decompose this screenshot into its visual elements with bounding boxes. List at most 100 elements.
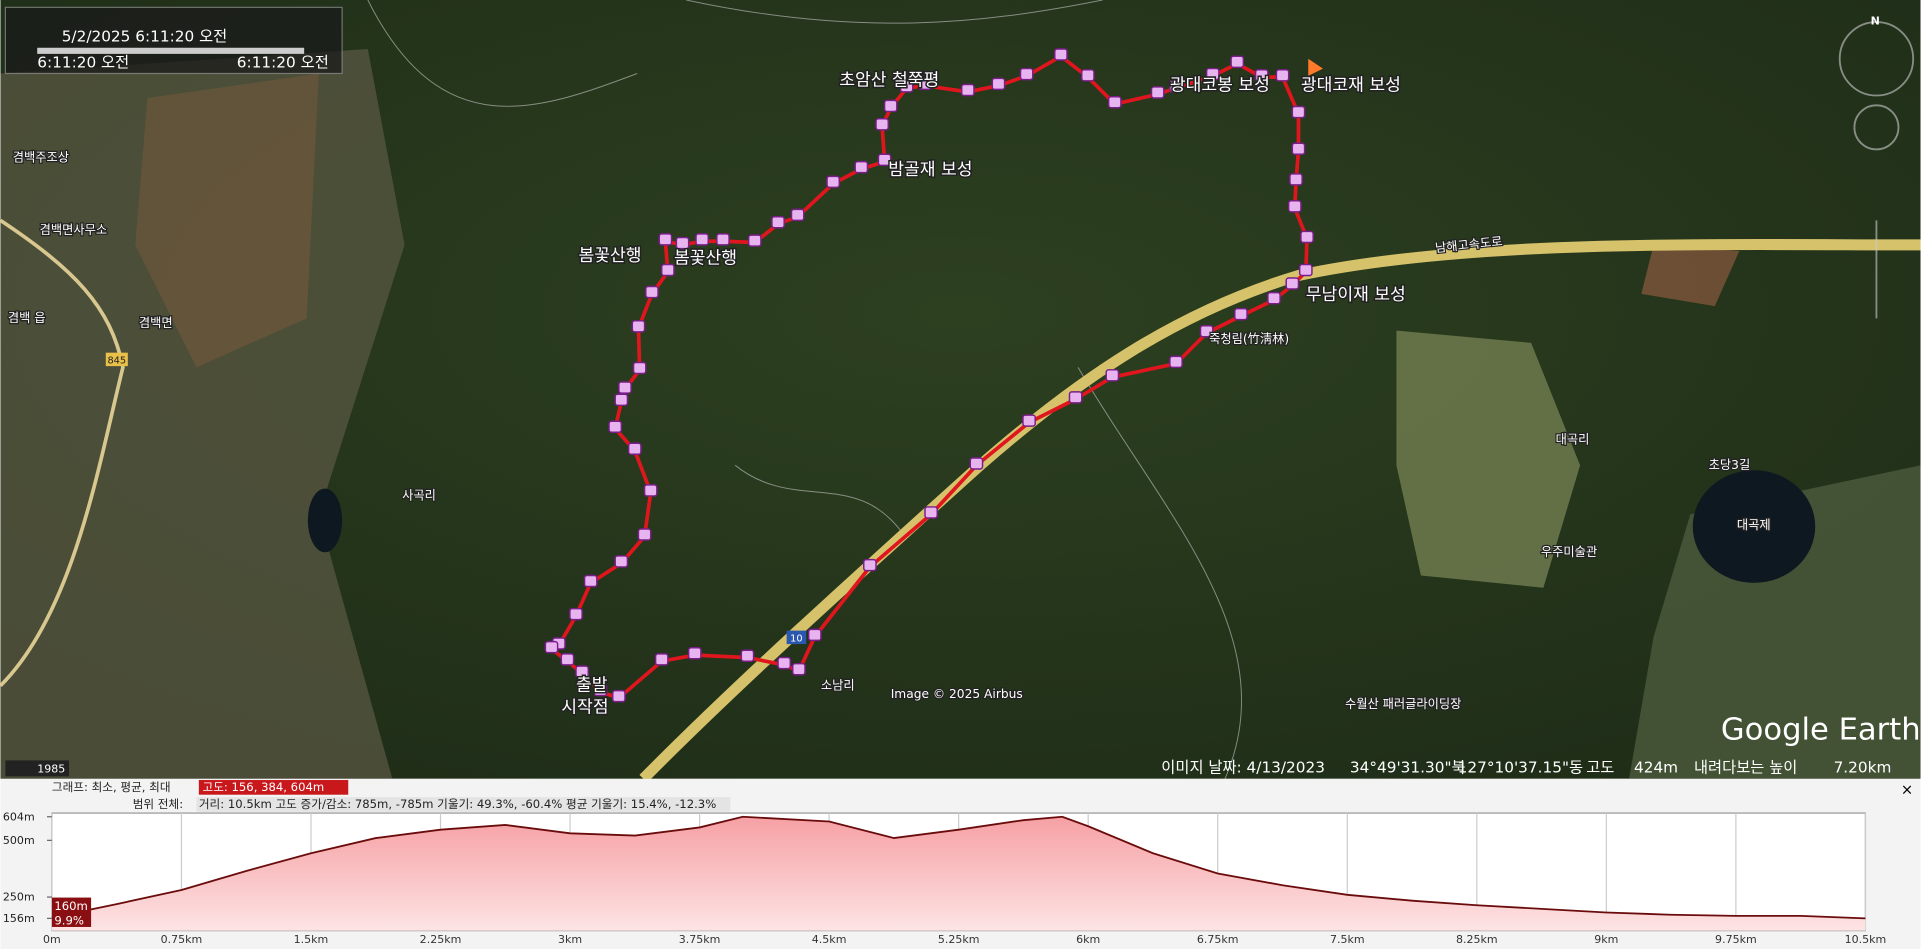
waypoint[interactable] xyxy=(924,506,938,519)
compass[interactable] xyxy=(1838,21,1915,97)
road-sign xyxy=(105,352,128,367)
waypoint[interactable] xyxy=(826,175,841,189)
waypoint[interactable] xyxy=(608,420,623,433)
waypoint[interactable] xyxy=(1105,369,1120,382)
waypoint[interactable] xyxy=(575,665,589,678)
waypoint[interactable] xyxy=(1054,48,1068,61)
waypoint[interactable] xyxy=(960,83,975,97)
road xyxy=(0,218,125,688)
waypoint[interactable] xyxy=(716,233,730,246)
x-tick-label: 0m xyxy=(43,933,61,946)
waypoint[interactable] xyxy=(1291,105,1306,119)
close-button[interactable]: × xyxy=(1901,782,1913,799)
waypoint[interactable] xyxy=(883,99,898,113)
waypoint[interactable] xyxy=(863,558,877,572)
waypoint[interactable] xyxy=(695,233,709,246)
start-time: 6:11:20 오전 xyxy=(37,53,129,71)
waypoint[interactable] xyxy=(1267,291,1281,305)
waypoint[interactable] xyxy=(1298,263,1313,277)
x-tick-label: 0.75km xyxy=(161,933,203,946)
waypoints[interactable] xyxy=(544,48,1314,703)
waypoint[interactable] xyxy=(1287,200,1302,213)
place-label: 소남리 xyxy=(821,678,855,692)
place-label: 봄꽃산행 xyxy=(578,246,641,266)
waypoint[interactable] xyxy=(583,574,598,588)
waypoint[interactable] xyxy=(614,393,629,407)
road-number: 845 xyxy=(107,356,126,367)
waypoint[interactable] xyxy=(875,118,889,131)
y-tick-label: 250m xyxy=(3,891,35,904)
waypoint[interactable] xyxy=(544,640,559,654)
place-label: 수월산 패러글라이딩장 xyxy=(1345,697,1461,711)
time-slider[interactable] xyxy=(37,47,305,54)
waypoint[interactable] xyxy=(643,484,658,497)
waypoint[interactable] xyxy=(792,662,806,676)
waypoint[interactable] xyxy=(631,320,646,333)
waypoint[interactable] xyxy=(1080,69,1095,82)
waypoint[interactable] xyxy=(790,208,805,222)
waypoint[interactable] xyxy=(740,649,755,662)
waypoint[interactable] xyxy=(1289,173,1303,186)
waypoint[interactable] xyxy=(593,683,608,697)
elevation-profile[interactable]: 그래프: 최소, 평균, 최대 고도: 156, 384, 604m 범위 전체… xyxy=(0,778,1921,949)
place-label: 광대코봉 보성 xyxy=(1170,76,1270,96)
map[interactable]: 초암산 철쭉평 광대코봉 보성 광대코재 보성 밤골재 보성 봄꽃산행 봄꽃산행… xyxy=(0,0,1921,783)
waypoint[interactable] xyxy=(899,80,914,93)
place-label: 대곡제 xyxy=(1737,518,1771,532)
waypoint[interactable] xyxy=(918,77,932,91)
waypoint[interactable] xyxy=(1254,69,1269,82)
place-label: 밤골재 보성 xyxy=(888,160,972,180)
place-label: 광대코재 보성 xyxy=(1301,76,1401,96)
waypoint[interactable] xyxy=(1169,80,1183,93)
graph-label: 그래프: 최소, 평균, 최대 xyxy=(52,780,171,794)
waypoint[interactable] xyxy=(1022,414,1036,427)
waypoint[interactable] xyxy=(645,285,659,299)
waypoint[interactable] xyxy=(618,381,632,394)
end-time: 6:11:20 오전 xyxy=(237,53,329,71)
timeline[interactable]: 5/2/2025 6:11:20 오전 6:11:20 오전 6:11:20 오… xyxy=(4,6,343,75)
waypoint[interactable] xyxy=(1169,355,1183,369)
waypoint[interactable] xyxy=(991,77,1006,91)
waypoint[interactable] xyxy=(877,153,892,167)
waypoint[interactable] xyxy=(1300,230,1314,244)
waypoint[interactable] xyxy=(660,263,675,277)
waypoint[interactable] xyxy=(1068,391,1083,404)
waypoint[interactable] xyxy=(777,656,792,670)
waypoint[interactable] xyxy=(1291,142,1306,156)
waypoint[interactable] xyxy=(771,216,785,229)
waypoint[interactable] xyxy=(1230,55,1245,69)
waypoint[interactable] xyxy=(658,233,673,246)
waypoint[interactable] xyxy=(747,234,762,247)
waypoint[interactable] xyxy=(1234,307,1248,321)
waypoint[interactable] xyxy=(1107,96,1122,109)
waypoint[interactable] xyxy=(569,607,583,621)
waypoint[interactable] xyxy=(1285,277,1300,290)
waypoint[interactable] xyxy=(1150,86,1165,99)
waypoint[interactable] xyxy=(1019,67,1034,81)
waypoint[interactable] xyxy=(637,528,652,541)
place-label: 초당3길 xyxy=(1709,458,1751,472)
waypoint[interactable] xyxy=(627,442,642,456)
waypoint[interactable] xyxy=(1275,69,1290,82)
highway xyxy=(639,239,1921,783)
waypoint[interactable] xyxy=(807,628,822,642)
x-tick-label: 2.25km xyxy=(420,933,462,946)
waypoint[interactable] xyxy=(614,555,629,568)
waypoint[interactable] xyxy=(560,653,575,666)
waypoint[interactable] xyxy=(612,689,626,703)
place-label: 초암산 철쭉평 xyxy=(839,71,939,91)
navigation[interactable] xyxy=(1838,21,1915,319)
eye-altitude: 7.20km xyxy=(1834,759,1892,777)
waypoint[interactable] xyxy=(675,236,690,250)
waypoint[interactable] xyxy=(687,647,702,660)
waypoint[interactable] xyxy=(632,361,647,375)
x-tick-label: 6km xyxy=(1076,933,1100,946)
waypoint[interactable] xyxy=(1205,67,1220,81)
road-sign xyxy=(786,630,807,645)
waypoint[interactable] xyxy=(854,160,869,174)
waypoint[interactable] xyxy=(654,653,669,666)
waypoint[interactable] xyxy=(1199,324,1214,338)
look-control[interactable] xyxy=(1853,104,1900,151)
profile-area xyxy=(51,816,1866,931)
waypoint[interactable] xyxy=(969,457,984,470)
